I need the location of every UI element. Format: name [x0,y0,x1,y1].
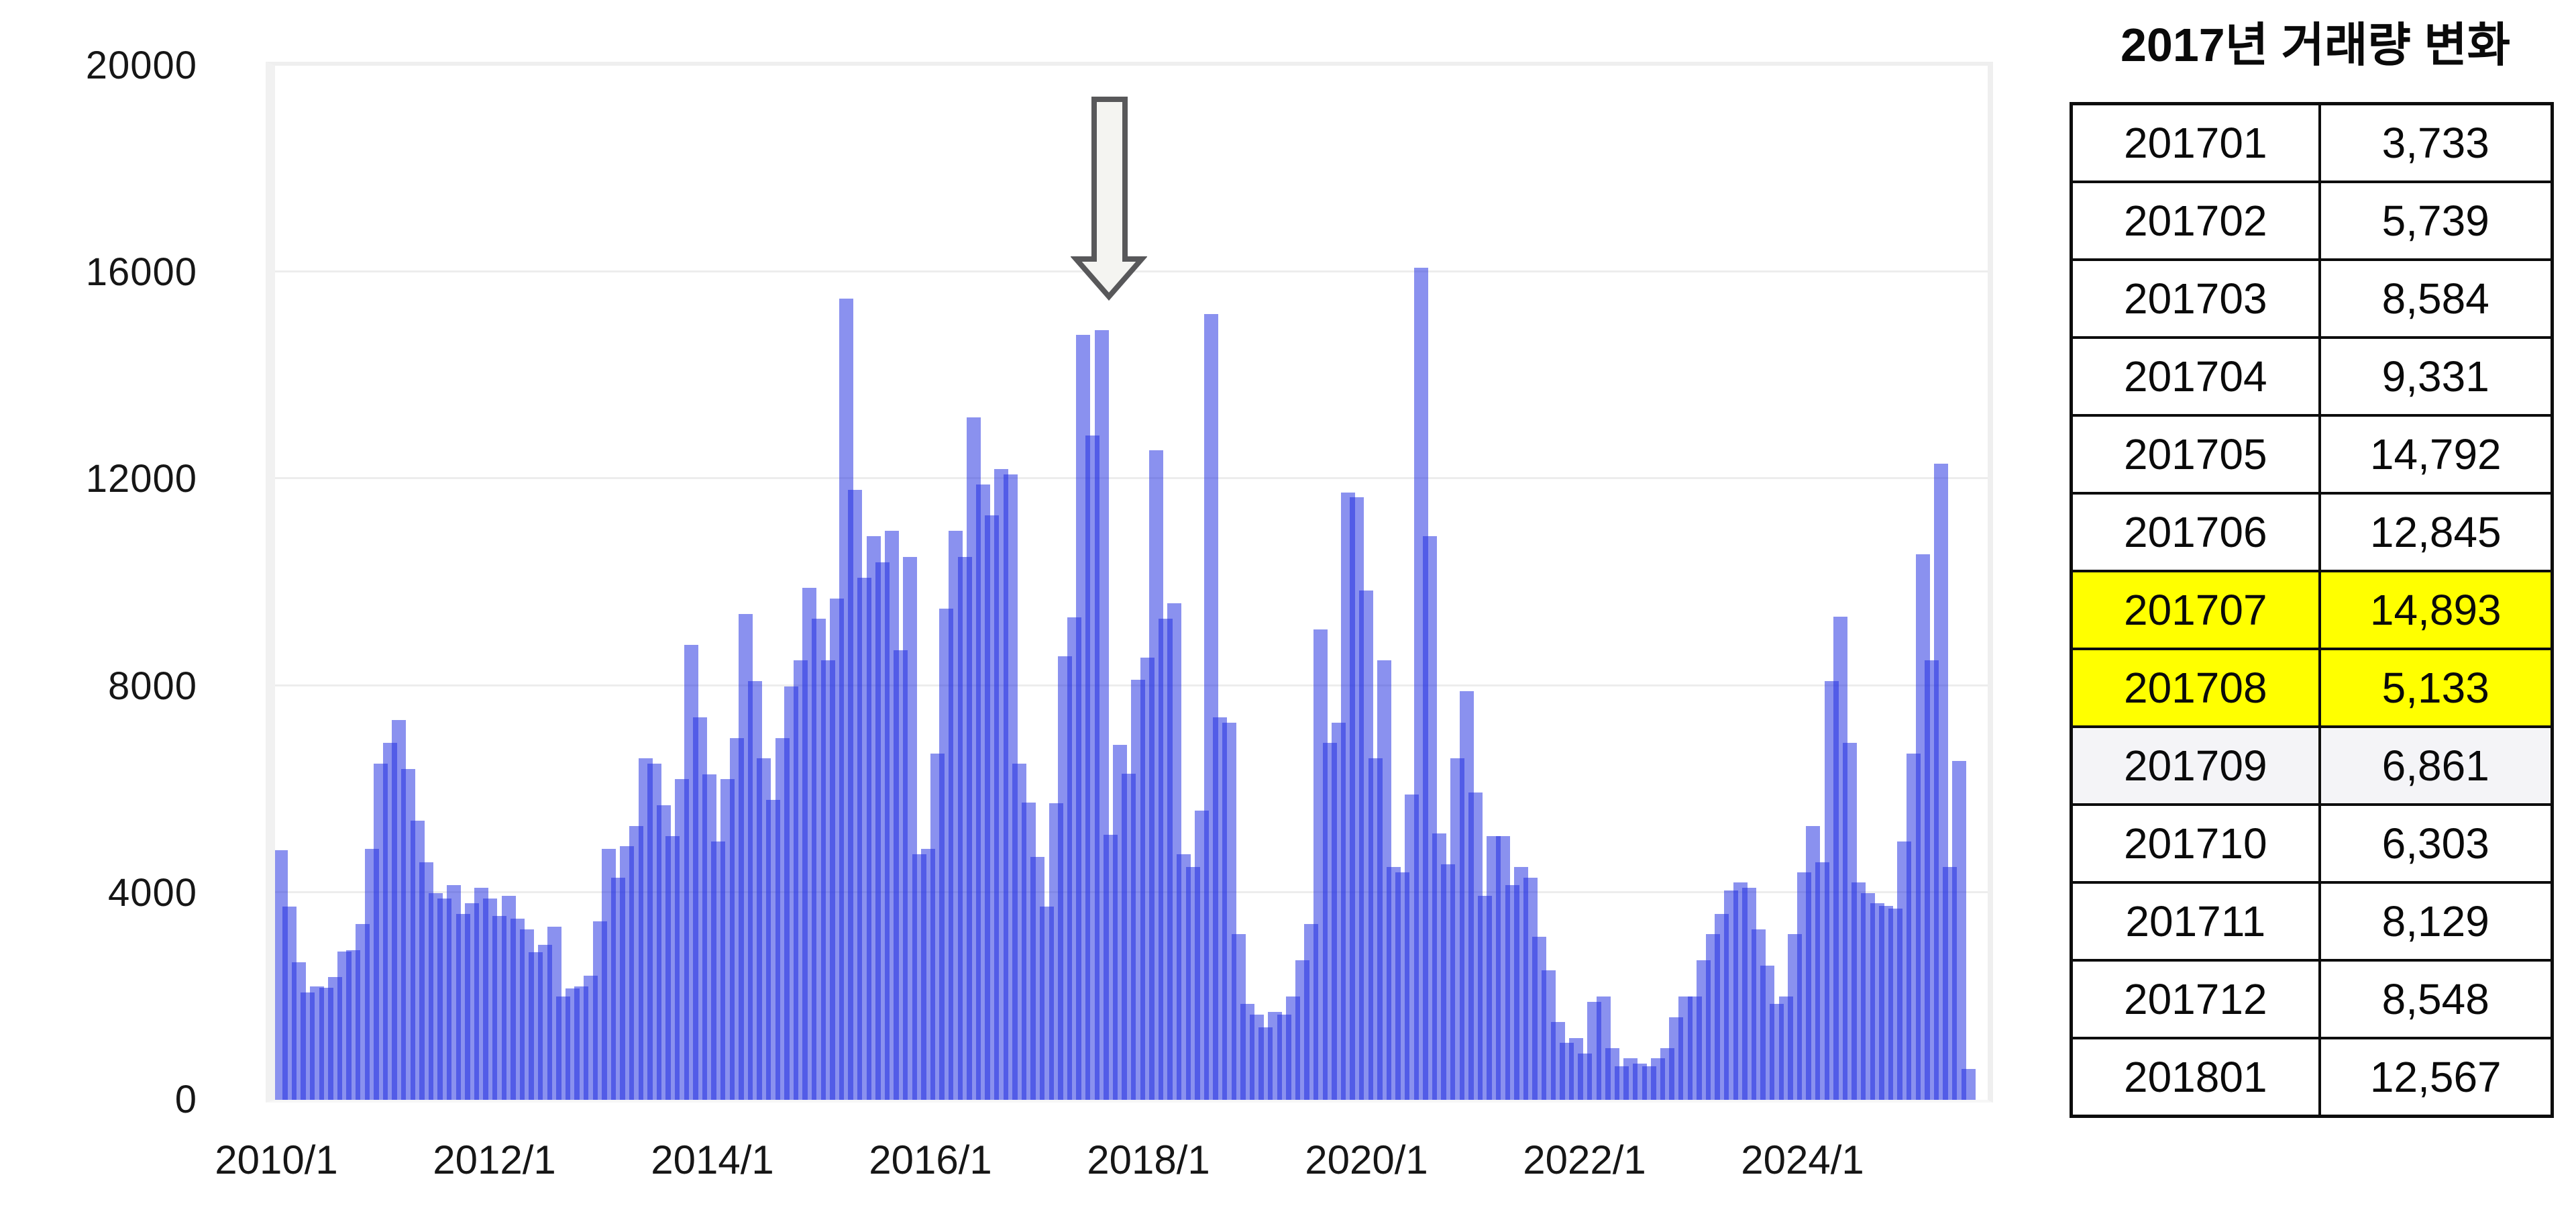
table-row-201703: 201703 8,584 [2070,258,2554,339]
value-cell: 12,567 [2318,1037,2554,1118]
value-cell: 9,331 [2318,336,2554,417]
month-cell: 201710 [2070,803,2321,884]
month-cell: 201706 [2070,492,2321,572]
table-row-201710: 201710 6,303 [2070,803,2554,884]
month-cell: 201701 [2070,102,2321,183]
value-cell: 5,133 [2318,648,2554,728]
table-row-201704: 201704 9,331 [2070,336,2554,417]
value-cell: 5,739 [2318,181,2554,261]
y-tick-label-12000: 12000 [85,457,197,501]
month-cell: 201703 [2070,258,2321,339]
gridline-12000 [275,477,1988,480]
down-arrow-annotation [1071,97,1147,301]
x-tick-label-2022-1: 2022/1 [1523,1137,1646,1182]
bar-185 [1961,1068,1976,1100]
y-tick-label-0: 0 [174,1078,197,1121]
month-cell: 201801 [2070,1037,2321,1118]
table-row-201711: 201711 8,129 [2070,881,2554,962]
volume-bar-chart-plot [266,62,1993,1103]
value-cell: 8,129 [2318,881,2554,962]
table-row-201701: 201701 3,733 [2070,102,2554,183]
table-row-201702: 201702 5,739 [2070,181,2554,261]
month-cell: 201711 [2070,881,2321,962]
table-row-201706: 201706 12,845 [2070,492,2554,572]
value-cell: 6,861 [2318,725,2554,806]
value-cell: 8,548 [2318,959,2554,1039]
table-row-201709: 201709 6,861 [2070,725,2554,806]
table-row-201705: 201705 14,792 [2070,414,2554,495]
month-cell: 201702 [2070,181,2321,261]
value-cell: 6,303 [2318,803,2554,884]
value-cell: 3,733 [2318,102,2554,183]
month-cell: 201712 [2070,959,2321,1039]
month-cell: 201705 [2070,414,2321,495]
volume-table: 201701 3,733 201702 5,739 201703 8,584 201704 9… [2070,102,2554,1118]
month-cell: 201708 [2070,648,2321,728]
table-title: 2017년 거래량 변화 [2120,19,2511,71]
table-row-201712: 201712 8,548 [2070,959,2554,1039]
y-axis: 20000 16000 12000 8000 4000 0 [0,0,201,1228]
x-axis: 2010/1 2012/1 2014/1 2016/1 2018/1 2020/1 2022… [0,1137,2012,1197]
value-cell: 14,893 [2318,570,2554,650]
x-tick-label-2020-1: 2020/1 [1305,1137,1428,1182]
x-tick-label-2018-1: 2018/1 [1087,1137,1210,1182]
y-tick-label-8000: 8000 [107,664,197,708]
x-tick-label-2014-1: 2014/1 [651,1137,774,1182]
x-tick-label-2024-1: 2024/1 [1741,1137,1864,1182]
table-row-201707: 201707 14,893 [2070,570,2554,650]
table-row-201801: 201801 12,567 [2070,1037,2554,1118]
y-tick-label-20000: 20000 [85,44,197,87]
x-tick-label-2010-1: 2010/1 [215,1137,338,1182]
value-cell: 12,845 [2318,492,2554,572]
value-cell: 14,792 [2318,414,2554,495]
x-tick-label-2012-1: 2012/1 [433,1137,556,1182]
month-cell: 201709 [2070,725,2321,806]
y-tick-label-4000: 4000 [107,870,197,915]
x-tick-label-2016-1: 2016/1 [869,1137,992,1182]
table-row-201708: 201708 5,133 [2070,648,2554,728]
bar-184 [1951,761,1966,1100]
month-cell: 201707 [2070,570,2321,650]
month-cell: 201704 [2070,336,2321,417]
y-tick-label-16000: 16000 [85,250,197,295]
value-cell: 8,584 [2318,258,2554,339]
